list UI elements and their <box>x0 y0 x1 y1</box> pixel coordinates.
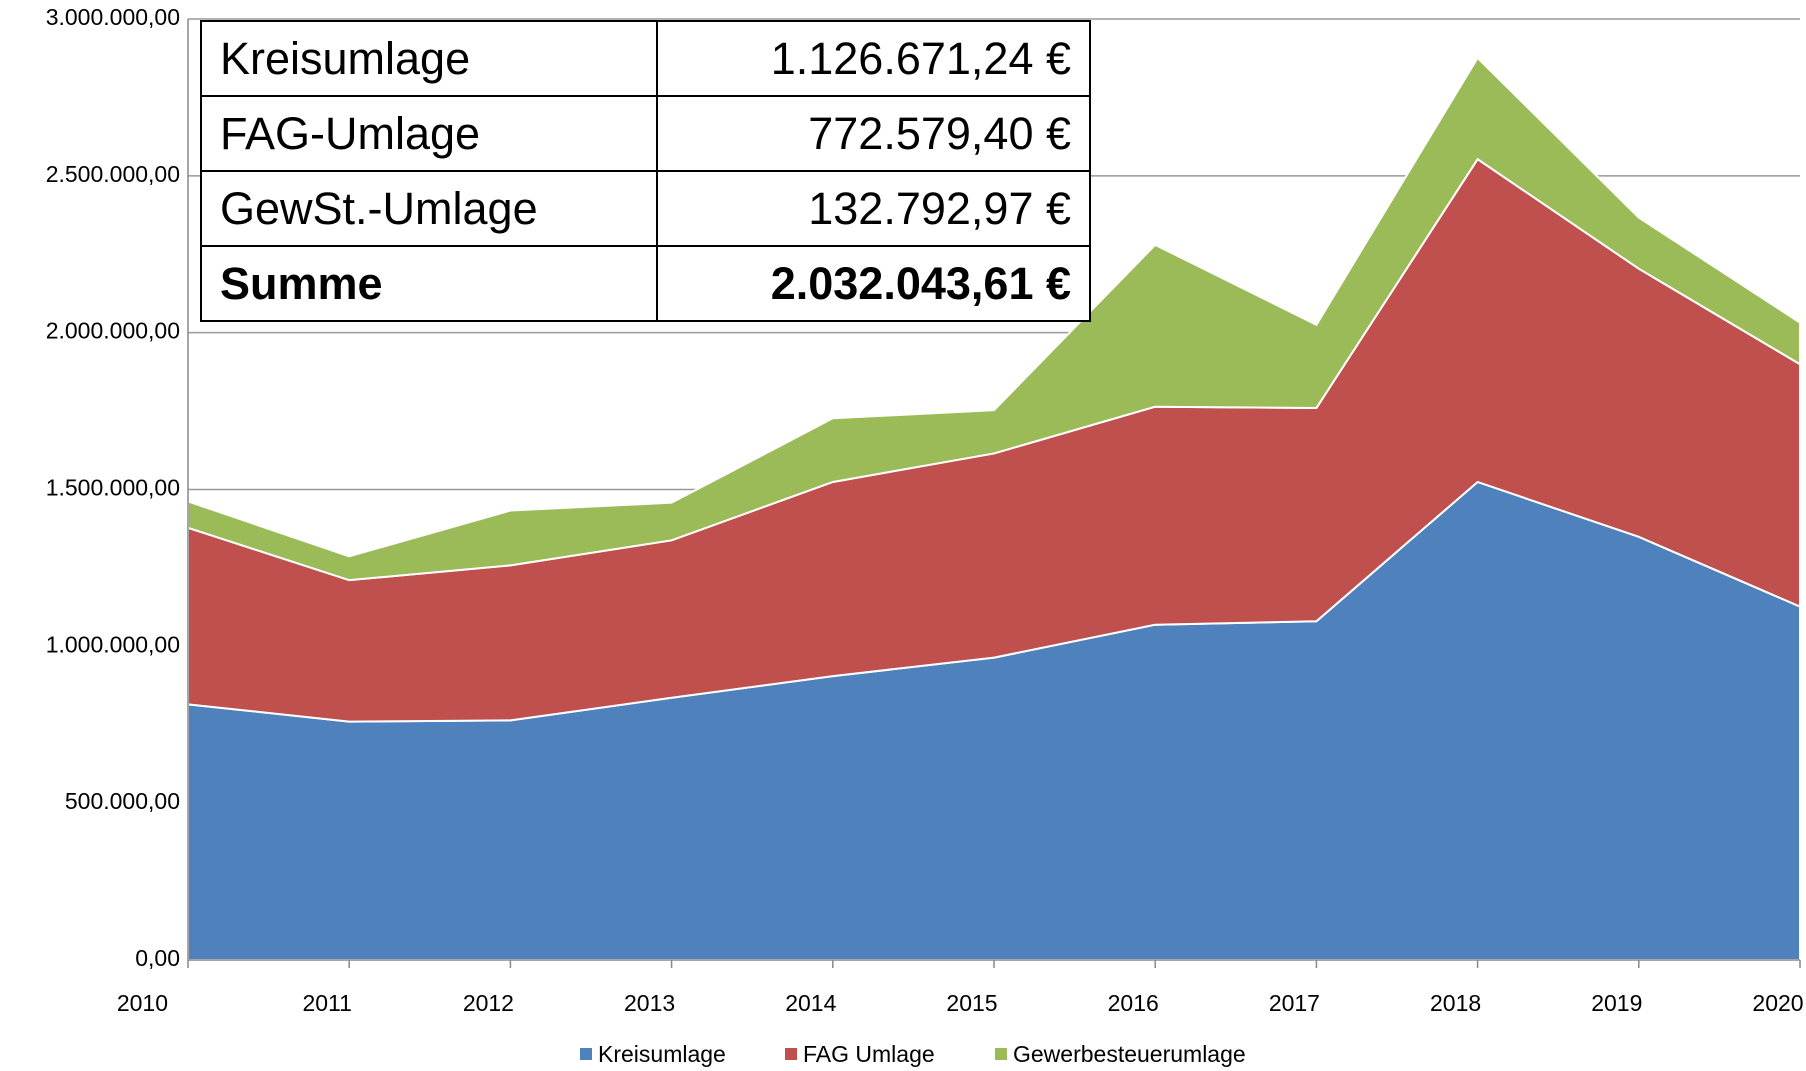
y-tick-label: 500.000,00 <box>65 788 180 814</box>
table-cell: Kreisumlage <box>200 20 658 97</box>
legend-label: Kreisumlage <box>598 1041 726 1067</box>
x-tick-label: 2017 <box>1269 990 1320 1016</box>
y-tick-label: 2.500.000,00 <box>46 161 180 187</box>
legend-swatch <box>995 1048 1007 1060</box>
summary-table: Kreisumlage 1.126.671,24 € FAG-Umlage 772.5… <box>200 20 1092 322</box>
table-cell: FAG-Umlage <box>200 95 658 172</box>
x-tick-label: 2014 <box>785 990 836 1016</box>
x-tick-label: 2011 <box>302 990 351 1016</box>
y-tick-label: 0,00 <box>135 945 180 971</box>
x-tick-label: 2013 <box>624 990 675 1016</box>
x-tick-label: 2010 <box>117 990 168 1016</box>
table-cell: 2.032.043,61 € <box>655 245 1092 322</box>
legend-swatch <box>580 1048 592 1060</box>
table-cell: 772.579,40 € <box>655 95 1092 172</box>
table-cell: GewSt.-Umlage <box>200 170 658 247</box>
table-row: Kreisumlage 1.126.671,24 € <box>200 20 1092 97</box>
x-tick-label: 2019 <box>1591 990 1642 1016</box>
table-row: GewSt.-Umlage 132.792,97 € <box>200 170 1092 247</box>
x-tick-label: 2018 <box>1430 990 1481 1016</box>
legend-label: FAG Umlage <box>803 1041 935 1067</box>
table-row: Summe 2.032.043,61 € <box>200 245 1092 322</box>
table-cell: Summe <box>200 245 658 322</box>
x-tick-label: 2015 <box>946 990 997 1016</box>
y-tick-label: 2.000.000,00 <box>46 318 180 344</box>
table-cell: 132.792,97 € <box>655 170 1092 247</box>
legend-swatch <box>785 1048 797 1060</box>
y-tick-label: 1.500.000,00 <box>46 475 180 501</box>
x-tick-label: 2016 <box>1108 990 1159 1016</box>
x-tick-label: 2012 <box>463 990 514 1016</box>
y-tick-label: 3.000.000,00 <box>46 4 180 30</box>
x-tick-label: 2020 <box>1752 990 1803 1016</box>
legend-label: Gewerbesteuerumlage <box>1013 1041 1246 1067</box>
area <box>187 56 1801 582</box>
table-cell: 1.126.671,24 € <box>655 20 1092 97</box>
y-tick-label: 1.000.000,00 <box>46 631 180 657</box>
table-row: FAG-Umlage 772.579,40 € <box>200 95 1092 172</box>
